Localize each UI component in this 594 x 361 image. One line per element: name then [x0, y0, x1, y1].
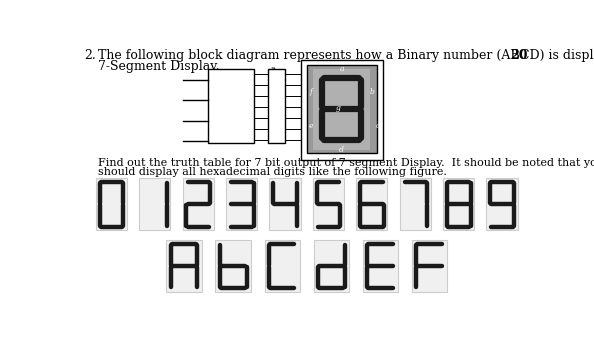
Text: g: g: [335, 104, 340, 112]
Bar: [270, 178, 301, 230]
Bar: [307, 65, 377, 153]
Bar: [400, 178, 431, 230]
Text: e: e: [270, 108, 275, 116]
Bar: [226, 178, 257, 230]
Text: f: f: [309, 88, 312, 96]
Text: The following block diagram represents how a Binary number (ABCD) is displayed i: The following block diagram represents h…: [97, 49, 594, 62]
Bar: [96, 178, 127, 230]
Bar: [313, 178, 344, 230]
Bar: [356, 178, 387, 230]
Text: a: a: [339, 65, 344, 74]
Text: A: A: [211, 69, 219, 78]
Bar: [307, 65, 377, 153]
Text: g: g: [270, 130, 276, 138]
Bar: [486, 178, 518, 230]
Bar: [412, 240, 447, 292]
Text: c: c: [270, 86, 275, 94]
Bar: [139, 178, 170, 230]
Bar: [216, 240, 251, 292]
Text: b: b: [270, 75, 276, 83]
Bar: [268, 70, 285, 143]
Text: 20: 20: [510, 49, 527, 62]
Text: d: d: [270, 97, 276, 105]
Text: b: b: [369, 88, 374, 96]
Bar: [207, 70, 254, 143]
Text: B: B: [211, 89, 219, 98]
Text: f: f: [270, 119, 273, 127]
Text: D: D: [211, 130, 220, 139]
Bar: [264, 240, 300, 292]
Text: d: d: [339, 145, 344, 153]
Text: should display all hexadecimal digits like the following figure.: should display all hexadecimal digits li…: [97, 167, 446, 177]
Text: Find out the truth table for 7 bit output of 7 segment Display.  It should be no: Find out the truth table for 7 bit outpu…: [97, 158, 594, 168]
Bar: [314, 240, 349, 292]
Bar: [313, 69, 370, 150]
Bar: [443, 178, 474, 230]
Bar: [301, 60, 383, 160]
Text: C: C: [211, 110, 219, 119]
Text: 2.: 2.: [84, 49, 96, 62]
Bar: [363, 240, 398, 292]
Bar: [166, 240, 202, 292]
Text: e: e: [309, 122, 314, 130]
Text: c: c: [376, 122, 380, 130]
Text: a: a: [270, 65, 275, 73]
Text: 7-Segment Display.: 7-Segment Display.: [97, 60, 219, 73]
Bar: [182, 178, 214, 230]
